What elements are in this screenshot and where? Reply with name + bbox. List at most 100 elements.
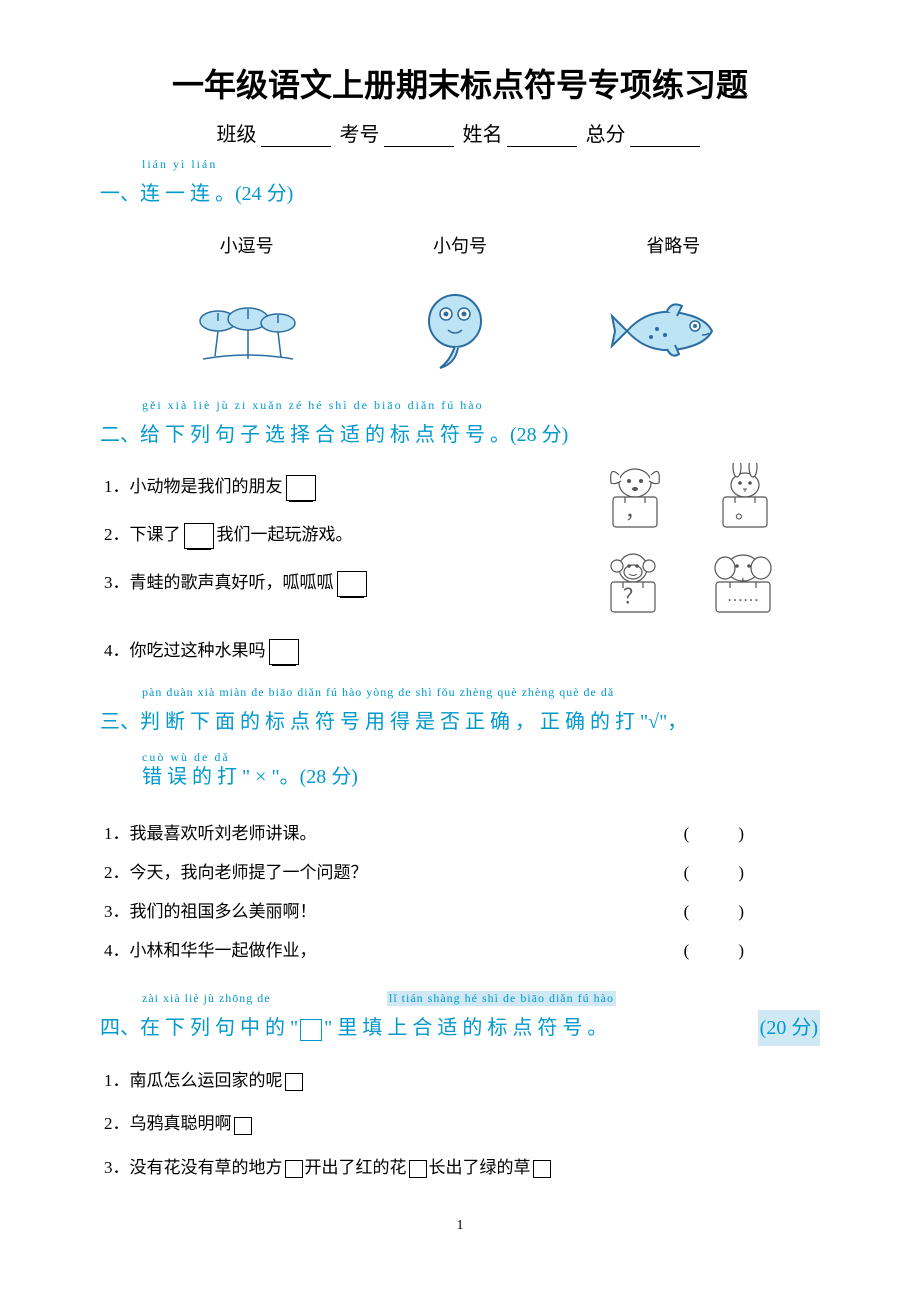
section4-head-wrap: zài xià liè jù zhōng de lǐ tián shàng hé… [100,991,820,1046]
lotus-icon [193,291,303,376]
section3-title1: 判 断 下 面 的 标 点 符 号 用 得 是 否 正 确 ， 正 确 的 打 … [140,711,687,733]
q2-4-pre: 你吃过这种水果吗 [130,641,266,660]
section3-head: 三、判 断 下 面 的 标 点 符 号 用 得 是 否 正 确 ， 正 确 的 … [100,704,820,740]
section4-pinyin-post: lǐ tián shàng hé shì de biāo diǎn fú hào [387,991,616,1006]
section1-pinyin: lián yì lián [142,157,820,172]
name-blank[interactable] [507,126,577,147]
q2-2-n: 2． [104,525,130,544]
section2-head: 二、给 下 列 句 子 选 择 合 适 的 标 点 符 号 。(28 分) [100,417,820,453]
square-blank[interactable] [234,1117,252,1135]
q2-1-pre: 小动物是我们的朋友 [130,477,283,496]
section1-head: 一、连 一 连 。(24 分) [100,176,820,212]
q3-3-n: 3． [104,902,130,921]
square-blank[interactable] [285,1160,303,1178]
page-title: 一年级语文上册期末标点符号专项练习题 [100,60,820,106]
square-blank[interactable] [285,1073,303,1091]
section3-title2: 错 误 的 打 " × "。 [142,766,300,788]
fish-icon [607,291,727,376]
section4-pinyin: zài xià liè jù zhōng de lǐ tián shàng hé… [142,991,820,1006]
q4-2-n: 2． [104,1114,130,1133]
monkey-card-icon: ？ [593,548,673,623]
tadpole-icon [410,286,500,381]
q4-3-n: 3． [104,1158,130,1177]
q4-item-1: 1．南瓜怎么运回家的呢 [104,1066,820,1091]
q4-3-p0: 没有花没有草的地方 [130,1158,283,1177]
label-ellipsis: 省略号 [646,232,700,258]
blank-box[interactable] [337,571,367,597]
blank-box[interactable] [286,475,316,501]
rabbit-card-icon: 。 [705,463,785,538]
q4-2-p0: 乌鸦真聪明啊 [130,1114,232,1133]
class-blank[interactable] [261,126,331,147]
q4-item-3: 3．没有花没有草的地方开出了红的花长出了绿的草 [104,1153,820,1178]
section1-number: 一、 [100,183,140,205]
question-card-text: ？ [623,586,643,608]
q3-1-text: 我最喜欢听刘老师讲课。 [130,824,317,843]
q4-1-p0: 南瓜怎么运回家的呢 [130,1071,283,1090]
animal-cards: ， [580,463,800,633]
section4-title-pre: 在 下 列 句 中 的 " [140,1017,298,1039]
q2-1-n: 1． [104,477,130,496]
section3-number: 三、 [100,711,140,733]
section1-icons-row [140,288,780,378]
section2-title: 给 下 列 句 子 选 择 合 适 的 标 点 符 号 。 [140,424,510,446]
total-label: 总分 [586,124,626,146]
section2-points: (28 分) [510,424,568,446]
square-blank[interactable] [533,1160,551,1178]
student-info-line: 班级 考号 姓名 总分 [100,118,820,147]
paren-blank[interactable]: ( ) [684,858,760,883]
section2-body: ， [100,473,820,665]
square-blank[interactable] [409,1160,427,1178]
q3-2-text: 今天，我向老师提了一个问题？ [130,863,368,882]
q4-3-p1: 开出了红的花 [305,1158,407,1177]
section3-head2: 错 误 的 打 " × "。(28 分) [142,759,820,795]
q3-1-n: 1． [104,824,130,843]
comma-card-text: ， [625,501,645,523]
paren-blank[interactable]: ( ) [684,897,760,922]
inline-box-icon [300,1019,322,1041]
q2-3-n: 3． [104,573,130,592]
label-comma: 小逗号 [220,232,274,258]
section3-pinyin1: pàn duàn xià miàn de biāo diǎn fú hào yò… [142,685,820,700]
name-label: 姓名 [463,124,503,146]
total-blank[interactable] [630,126,700,147]
q3-3-text: 我们的祖国多么美丽啊！ [130,902,317,921]
section4-number: 四、 [100,1017,140,1039]
section2-number: 二、 [100,424,140,446]
examno-label: 考号 [340,124,380,146]
section4-head: 四、在 下 列 句 中 的 " " 里 填 上 合 适 的 标 点 符 号 。 (… [100,1010,820,1046]
q2-4-n: 4． [104,641,130,660]
section4-pinyin-pre: zài xià liè jù zhōng de [142,991,327,1006]
section3-points: (28 分) [300,766,358,788]
q3-item-2: 2．今天，我向老师提了一个问题？ ( ) [104,858,820,883]
paren-blank[interactable]: ( ) [684,936,760,961]
q3-item-3: 3．我们的祖国多么美丽啊！ ( ) [104,897,820,922]
examno-blank[interactable] [384,126,454,147]
q3-2-n: 2． [104,863,130,882]
section2-pinyin: gěi xià liè jù zi xuǎn zé hé shì de biāo… [142,398,820,413]
ellipsis-card-text: …… [727,588,759,605]
section4-title-post: " 里 填 上 合 适 的 标 点 符 号 。 [324,1017,607,1039]
period-card-text: 。 [735,501,755,523]
blank-box[interactable] [184,523,214,549]
q2-item-4: 4．你吃过这种水果吗 [104,637,820,665]
q4-item-2: 2．乌鸦真聪明啊 [104,1109,820,1134]
section1-labels-row: 小逗号 小句号 省略号 [140,232,780,258]
section4-points: (20 分) [758,1010,820,1046]
q4-1-n: 1． [104,1071,130,1090]
worksheet-page: 一年级语文上册期末标点符号专项练习题 班级 考号 姓名 总分 lián yì l… [0,0,920,1274]
paren-blank[interactable]: ( ) [684,819,760,844]
dog-card-icon: ， [595,463,675,538]
q3-4-text: 小林和华华一起做作业， [130,941,317,960]
q2-3-pre: 青蛙的歌声真好听，呱呱呱 [130,573,334,592]
section1-title: 连 一 连 。 [140,183,235,205]
q3-item-4: 4．小林和华华一起做作业， ( ) [104,936,820,961]
q2-2-post: 我们一起玩游戏。 [217,525,353,544]
q3-item-1: 1．我最喜欢听刘老师讲课。 ( ) [104,819,820,844]
label-period: 小句号 [433,232,487,258]
q3-4-n: 4． [104,941,130,960]
elephant-card-icon: …… [698,548,788,623]
blank-box[interactable] [269,639,299,665]
q2-2-pre: 下课了 [130,525,181,544]
class-label: 班级 [217,124,257,146]
